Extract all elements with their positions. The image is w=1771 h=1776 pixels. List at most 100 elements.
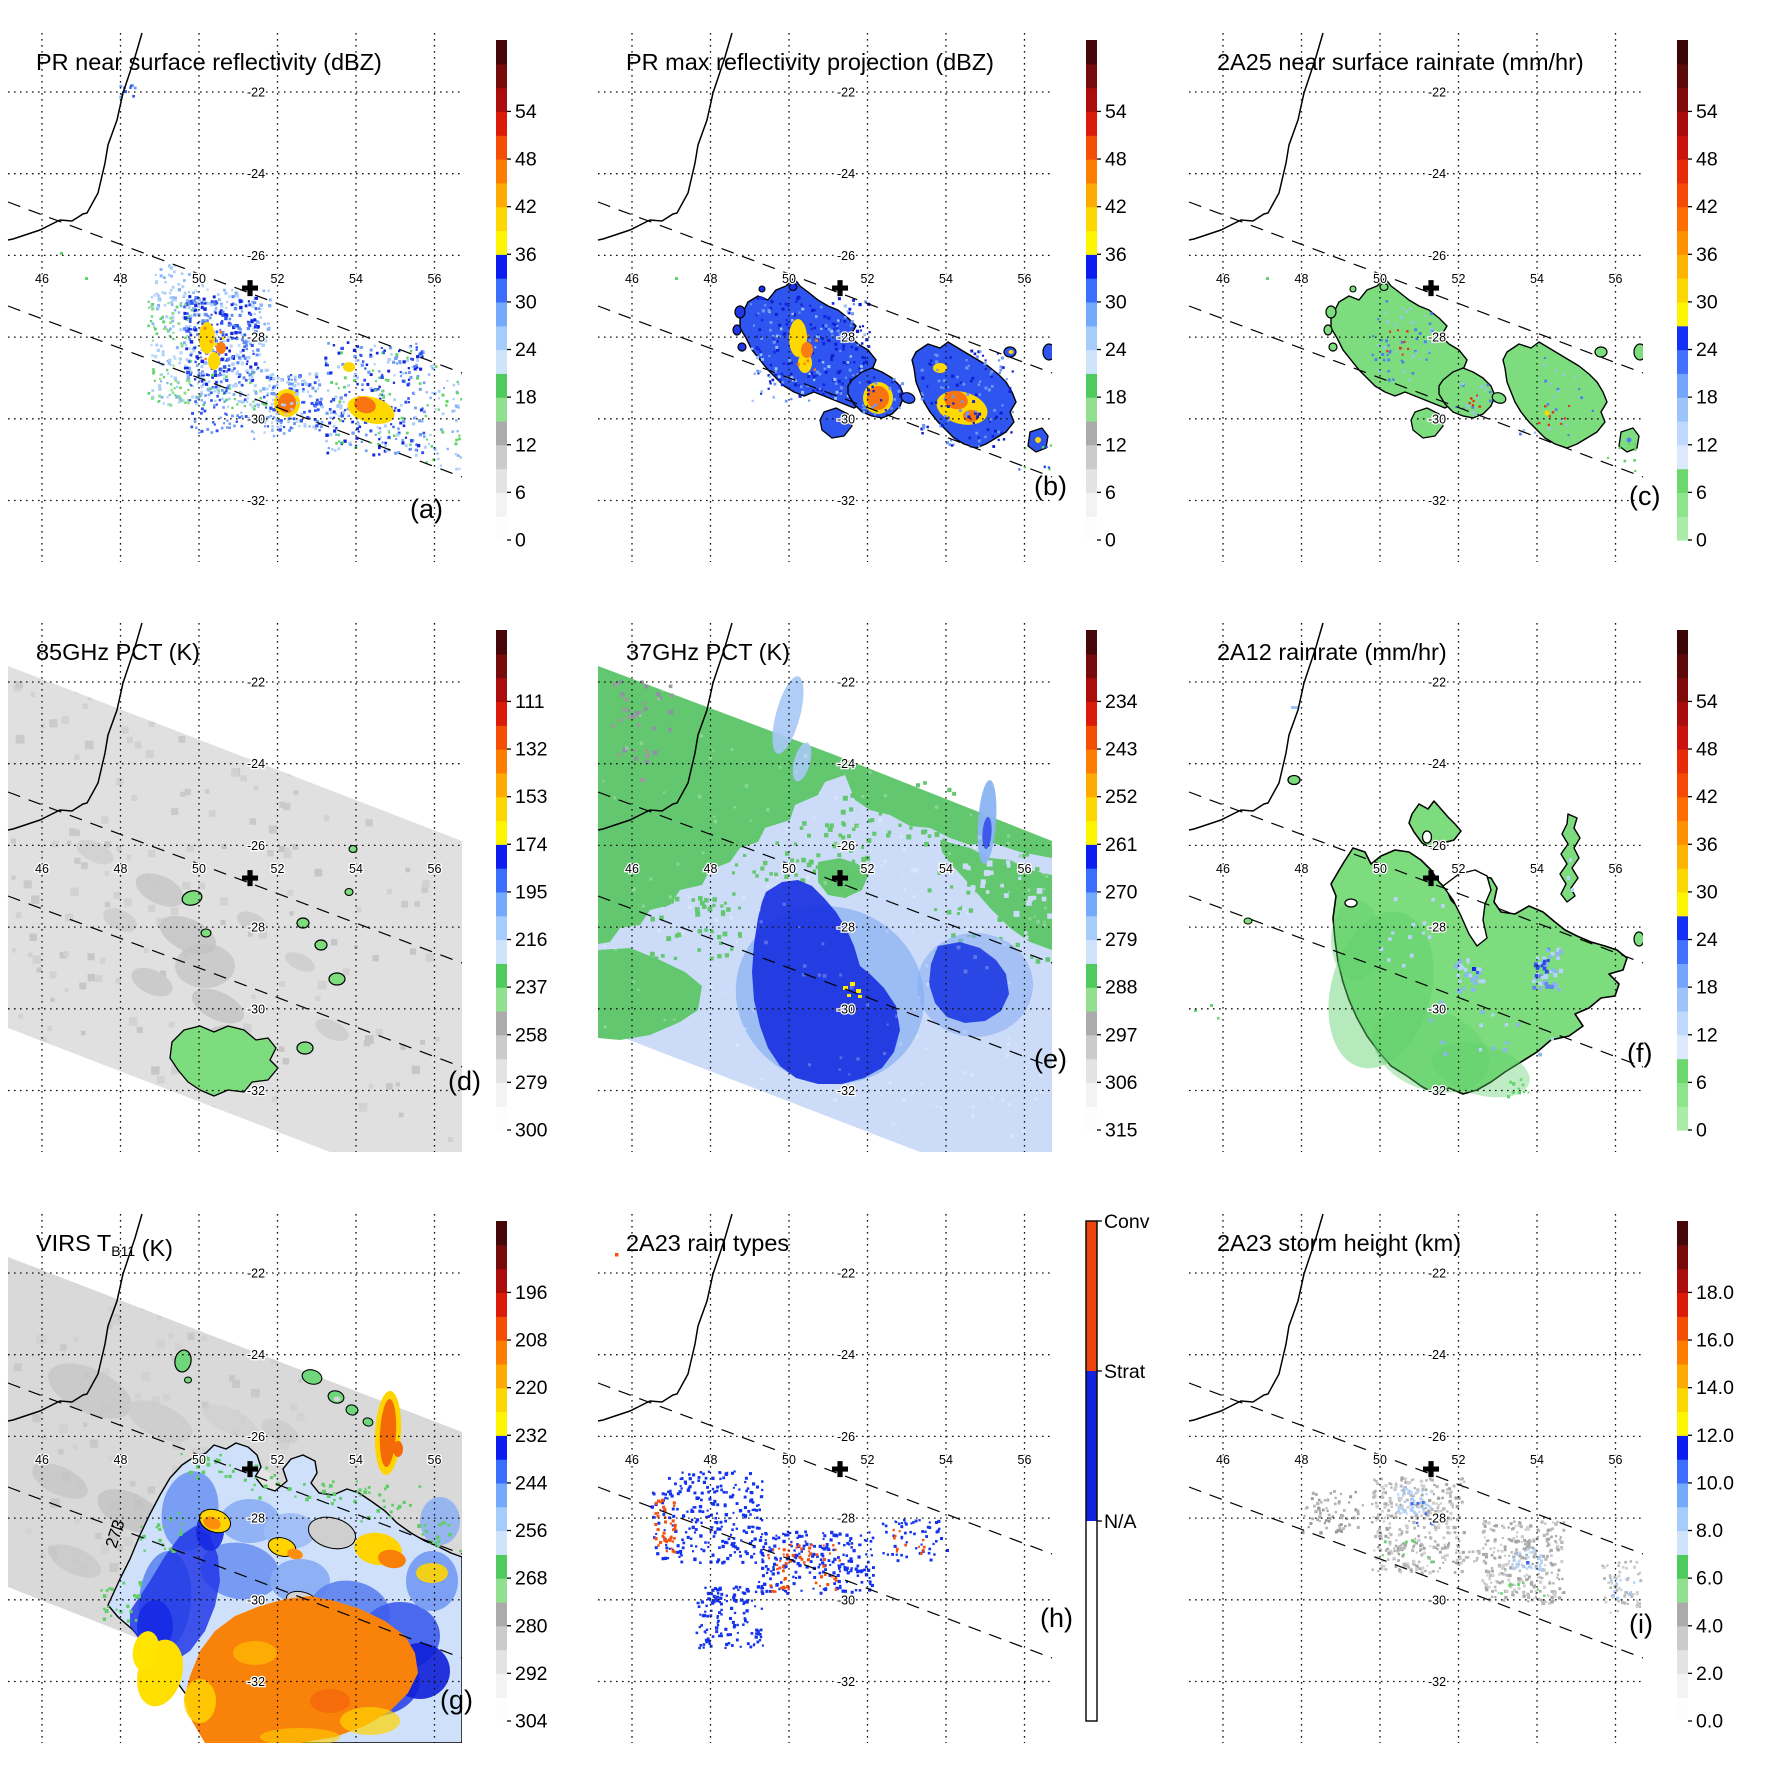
lon-tick-label: 46: [625, 862, 639, 876]
colorbar-label: 54: [1696, 691, 1718, 713]
colorbar-label: N/A: [1104, 1511, 1136, 1533]
colorbar-segment: [1086, 254, 1097, 278]
colorbar-segment: [496, 1697, 507, 1721]
colorbar-segment: [1677, 1459, 1688, 1483]
colorbar-segment: [496, 726, 507, 750]
colorbar-label: 16.0: [1696, 1329, 1734, 1351]
colorbar-label: 48: [515, 149, 537, 171]
colorbar-segment: [496, 254, 507, 278]
colorbar-segment: [496, 964, 507, 988]
colorbar-segment: [496, 326, 507, 350]
colorbar-segment: [1086, 1083, 1097, 1107]
colorbar-label: 256: [515, 1520, 548, 1542]
colorbar-segment: [1086, 821, 1097, 845]
colorbar-label: 12: [1696, 1025, 1718, 1047]
lon-tick-label: 52: [861, 1453, 875, 1467]
lat-tick-label: -30: [837, 1003, 855, 1017]
colorbar-segment: [1086, 278, 1097, 302]
colorbar-segment: [496, 1483, 507, 1507]
colorbar-segment: [1677, 302, 1688, 326]
colorbar-segment: [496, 892, 507, 916]
panel-letter: (e): [1034, 1044, 1067, 1074]
colorbar-segment: [1677, 1435, 1688, 1459]
panel-title: 2A23 storm height (km): [1217, 1230, 1461, 1256]
lat-tick-label: -30: [1428, 412, 1446, 426]
lat-tick-label: -26: [1428, 1430, 1446, 1444]
colorbar-segment: [1086, 702, 1097, 726]
panel-letter: (b): [1034, 471, 1067, 501]
lat-tick-label: -32: [247, 1675, 265, 1689]
colorbar-segment: [1086, 207, 1097, 231]
lat-tick-label: -28: [247, 1511, 265, 1525]
lon-tick-label: 50: [192, 862, 206, 876]
colorbar-segment: [496, 797, 507, 821]
colorbar-label: 42: [1696, 786, 1718, 808]
colorbar-segment: [1086, 678, 1097, 702]
colorbar-segment: [1677, 654, 1688, 678]
colorbar-segment: [1677, 797, 1688, 821]
lat-tick-label: -28: [1428, 331, 1446, 345]
lat-tick-label: -22: [837, 1266, 855, 1280]
colorbar-label: 54: [1105, 101, 1127, 123]
colorbar-segment: [1677, 254, 1688, 278]
colorbar-segment: [496, 469, 507, 493]
lat-tick-label: -28: [1428, 1511, 1446, 1525]
colorbar-label: 30: [1696, 882, 1718, 904]
colorbar-label: 297: [1105, 1025, 1138, 1047]
lon-tick-label: 50: [1373, 272, 1387, 286]
colorbar-label: 48: [1105, 149, 1127, 171]
colorbar-label: 0.0: [1696, 1710, 1723, 1732]
colorbar-segment: [496, 1625, 507, 1649]
lat-tick-label: -28: [1428, 921, 1446, 935]
lon-tick-label: 46: [35, 1453, 49, 1467]
lat-tick-label: -32: [837, 1675, 855, 1689]
lat-tick-label: -32: [247, 494, 265, 508]
lon-tick-label: 48: [1294, 272, 1308, 286]
colorbar-segment: [1677, 469, 1688, 493]
colorbar-segment: [1086, 350, 1097, 374]
colorbar-segment: [1677, 1697, 1688, 1721]
lat-tick-label: -30: [837, 412, 855, 426]
colorbar-label: 18: [1105, 387, 1127, 409]
colorbar-segment: [1086, 492, 1097, 516]
colorbar-segment: [496, 350, 507, 374]
colorbar-label: 12: [1696, 434, 1718, 456]
colorbar-segment: [1086, 964, 1097, 988]
colorbar-label: 2.0: [1696, 1663, 1723, 1685]
colorbar-segment: [496, 159, 507, 183]
colorbar-segment: [496, 868, 507, 892]
colorbar-segment: [1086, 1221, 1097, 1371]
colorbar-segment: [1086, 1371, 1097, 1521]
lon-tick-label: 46: [625, 272, 639, 286]
colorbar-segment: [496, 302, 507, 326]
colorbar-label: 18: [1696, 387, 1718, 409]
colorbar-segment: [1086, 445, 1097, 469]
lat-tick-label: -30: [247, 412, 265, 426]
lat-tick-label: -32: [1428, 494, 1446, 508]
lat-tick-label: -24: [837, 167, 855, 181]
colorbar-segment: [496, 1649, 507, 1673]
lat-tick-label: -26: [247, 1430, 265, 1444]
colorbar-segment: [496, 516, 507, 540]
colorbar-segment: [496, 916, 507, 940]
colorbar-segment: [1677, 845, 1688, 869]
colorbar-label: 24: [1696, 339, 1718, 361]
colorbar-segment: [1086, 1521, 1097, 1721]
colorbar-label: 12.0: [1696, 1424, 1734, 1446]
lat-tick-label: -32: [837, 1084, 855, 1098]
colorbar-label: 252: [1105, 786, 1138, 808]
colorbar-segment: [1677, 1011, 1688, 1035]
colorbar-label: Strat: [1104, 1361, 1146, 1383]
colorbar-label: 153: [515, 786, 548, 808]
colorbar-label: 12: [1105, 434, 1127, 456]
colorbar-label: 279: [1105, 929, 1138, 951]
lat-tick-label: -26: [1428, 839, 1446, 853]
colorbar-segment: [496, 773, 507, 797]
